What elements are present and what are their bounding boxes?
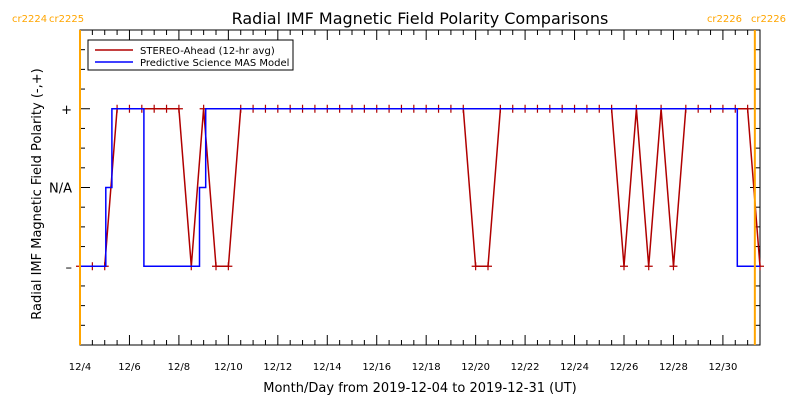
plot-border bbox=[79, 29, 761, 346]
x-tick-label: 12/6 bbox=[118, 362, 140, 373]
series-marker bbox=[224, 262, 233, 271]
x-tick-label: 12/4 bbox=[69, 362, 91, 373]
y-axis-ticks: + N/A – bbox=[49, 29, 760, 346]
series-line-1 bbox=[80, 108, 761, 268]
series-line-2 bbox=[80, 108, 760, 268]
y-tick-label: N/A bbox=[49, 182, 72, 197]
series-marker bbox=[484, 262, 492, 271]
series-marker bbox=[669, 262, 678, 271]
series-marker bbox=[174, 104, 183, 113]
x-tick-label: 12/26 bbox=[610, 362, 639, 373]
legend-box bbox=[87, 39, 294, 71]
carrington-label-right-1: cr2226 bbox=[707, 14, 742, 25]
y-tick-label: – bbox=[66, 260, 73, 275]
x-tick-label: 12/20 bbox=[461, 362, 490, 373]
x-tick-label: 12/16 bbox=[362, 362, 391, 373]
x-axis-label: Month/Day from 2019-12-04 to 2019-12-31 … bbox=[263, 381, 576, 396]
carrington-label-left-2: cr2225 bbox=[49, 14, 84, 25]
legend: STEREO-Ahead (12-hr avg)Predictive Scien… bbox=[87, 39, 294, 71]
plot-frame bbox=[79, 29, 761, 346]
carrington-boundary-lines bbox=[79, 30, 756, 345]
x-tick-label: 12/24 bbox=[560, 362, 589, 373]
x-tick-label: 12/10 bbox=[214, 362, 243, 373]
series-marker bbox=[212, 262, 220, 271]
x-tick-label: 12/30 bbox=[708, 362, 737, 373]
series-marker bbox=[150, 104, 159, 113]
series-marker bbox=[743, 104, 752, 113]
series-marker bbox=[644, 262, 653, 271]
y-tick-label: + bbox=[61, 103, 72, 118]
x-tick-label: 12/12 bbox=[263, 362, 292, 373]
x-tick-label: 12/28 bbox=[659, 362, 688, 373]
series-layer bbox=[76, 104, 764, 271]
y-axis-label: Radial IMF Magnetic Field Polarity (-,+) bbox=[30, 68, 45, 319]
carrington-labels-left: cr2224 cr2225 bbox=[12, 14, 84, 25]
x-axis-ticks: 12/4 12/6 12/8 12/10 12/12 12/14 12/16 12/18 12/… bbox=[69, 30, 761, 373]
x-tick-label: 12/22 bbox=[511, 362, 540, 373]
series-marker bbox=[162, 104, 171, 113]
carrington-label-right-2: cr2226 bbox=[751, 14, 786, 25]
series-marker bbox=[620, 262, 628, 271]
carrington-label-left-1: cr2224 bbox=[12, 14, 47, 25]
x-tick-label: 12/18 bbox=[412, 362, 441, 373]
x-tick-label: 12/14 bbox=[313, 362, 342, 373]
chart-title: Radial IMF Magnetic Field Polarity Compa… bbox=[232, 9, 609, 28]
legend-label-2: Predictive Science MAS Model bbox=[140, 58, 289, 69]
carrington-labels-right: cr2226 cr2226 bbox=[707, 14, 786, 25]
x-tick-label: 12/8 bbox=[168, 362, 190, 373]
series-marker bbox=[471, 262, 480, 271]
legend-label-1: STEREO-Ahead (12-hr avg) bbox=[140, 46, 275, 57]
